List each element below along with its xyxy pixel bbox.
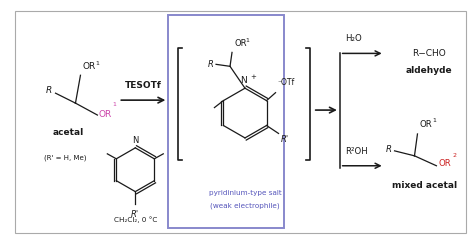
Text: N: N [241, 76, 247, 85]
Text: acetal: acetal [53, 128, 84, 137]
Text: 1: 1 [112, 102, 116, 107]
Text: 1: 1 [95, 61, 99, 66]
Text: R: R [208, 60, 214, 69]
Text: ⁻OTf: ⁻OTf [278, 78, 295, 87]
Text: OR: OR [234, 39, 246, 48]
Text: R': R' [281, 135, 289, 144]
Bar [168, 15, 284, 228]
Text: R': R' [131, 210, 139, 218]
Text: TESOTf: TESOTf [125, 81, 162, 90]
Text: +: + [250, 74, 256, 80]
Text: mixed acetal: mixed acetal [392, 181, 457, 190]
Text: OR: OR [438, 159, 451, 168]
Text: (R' = H, Me): (R' = H, Me) [44, 155, 87, 161]
Text: 1: 1 [432, 118, 436, 123]
Text: OR: OR [419, 120, 432, 129]
Text: OR: OR [99, 110, 112, 119]
Text: 2: 2 [452, 153, 456, 158]
Text: pyridinium-type salt: pyridinium-type salt [209, 190, 282, 196]
Text: R²OH: R²OH [345, 147, 367, 156]
Text: R: R [385, 145, 392, 154]
Text: CH₂Cl₂, 0 °C: CH₂Cl₂, 0 °C [114, 216, 157, 223]
Text: R: R [46, 86, 52, 95]
Text: N: N [132, 136, 138, 145]
Text: H₂O: H₂O [345, 34, 362, 43]
Text: 1: 1 [245, 38, 249, 43]
Text: OR: OR [82, 62, 96, 71]
Text: R−CHO: R−CHO [412, 49, 447, 58]
Text: (weak electrophile): (weak electrophile) [210, 202, 280, 209]
Text: aldehyde: aldehyde [406, 66, 453, 75]
